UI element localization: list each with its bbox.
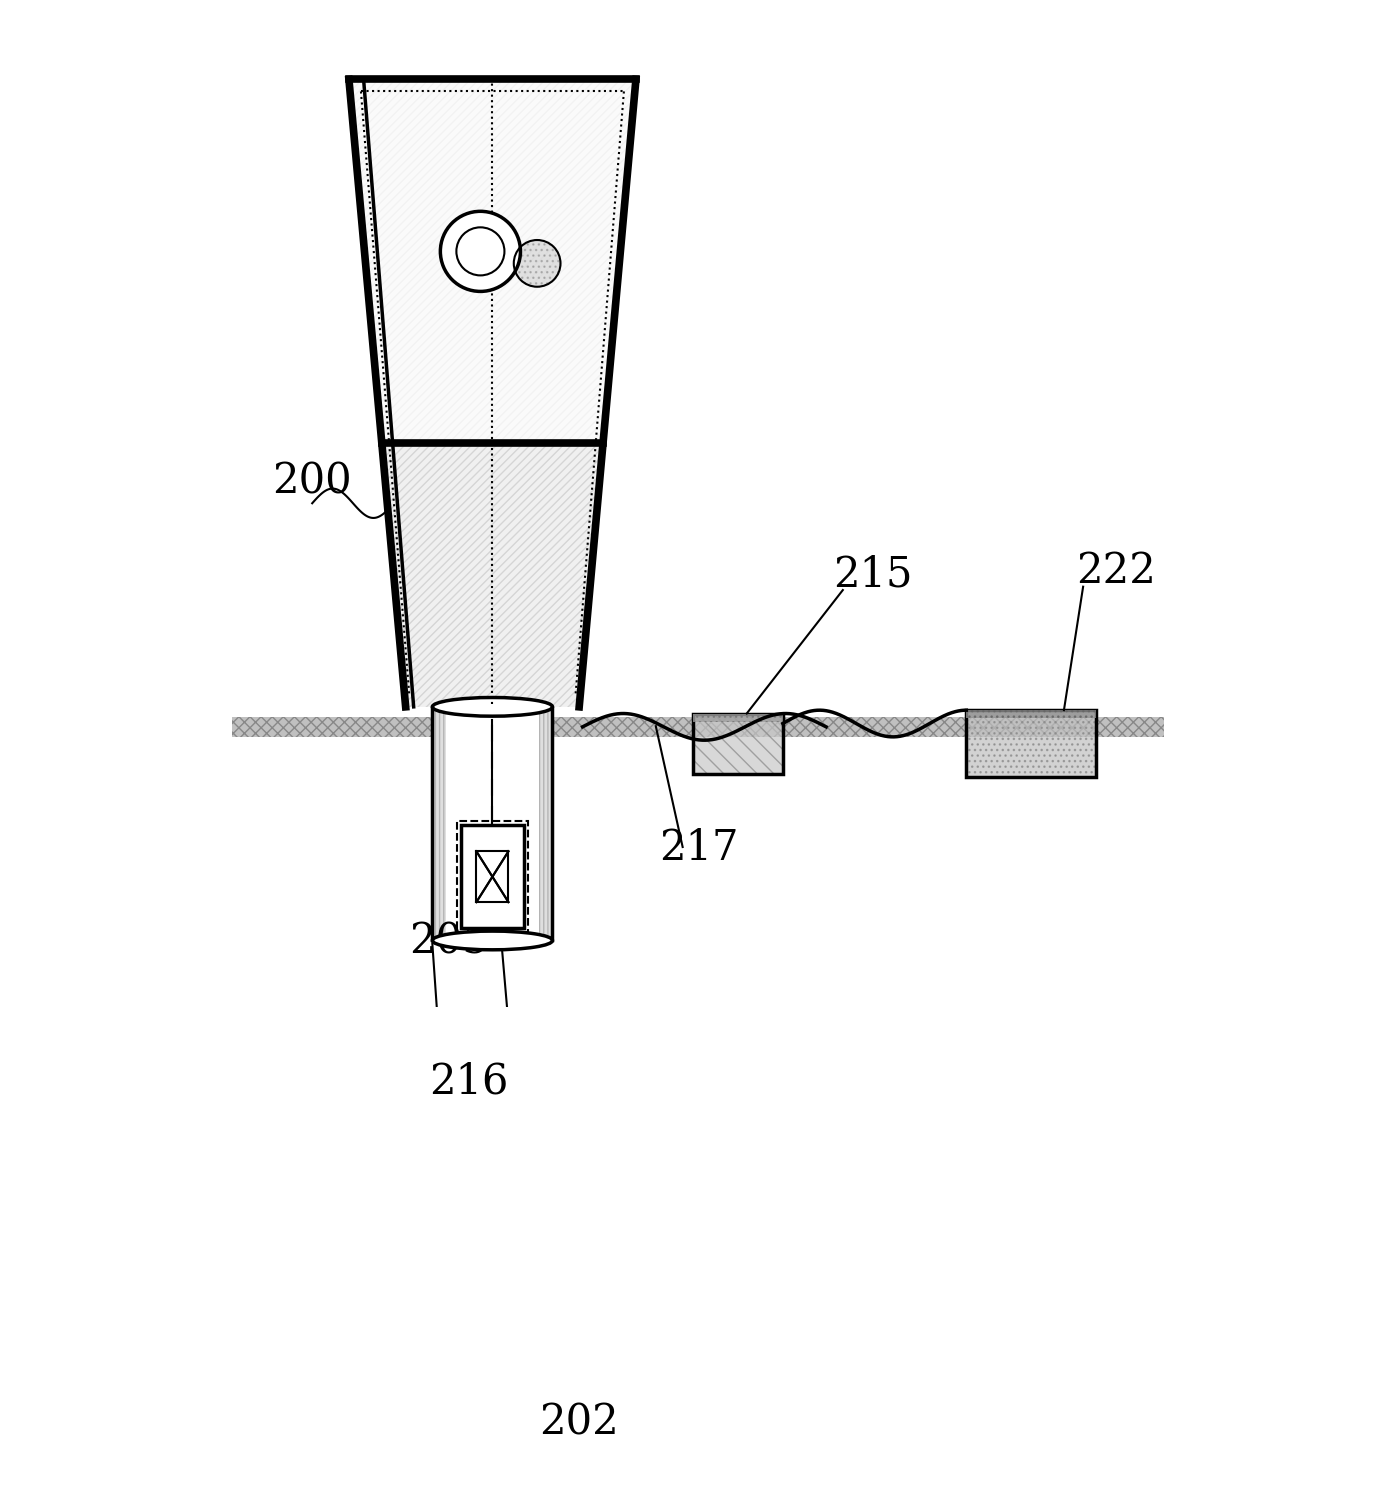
Text: 200: 200 bbox=[272, 460, 352, 502]
Polygon shape bbox=[349, 80, 637, 444]
Bar bbox=[966, 711, 1096, 718]
Circle shape bbox=[440, 211, 521, 291]
Bar bbox=[433, 706, 445, 940]
Polygon shape bbox=[349, 80, 637, 706]
Bar bbox=[692, 714, 783, 721]
Bar bbox=[692, 714, 783, 774]
Bar bbox=[433, 706, 553, 940]
Text: 216: 216 bbox=[429, 1061, 508, 1103]
Bar bbox=[539, 706, 553, 940]
Bar bbox=[456, 821, 528, 933]
Ellipse shape bbox=[433, 697, 553, 717]
Circle shape bbox=[456, 228, 504, 276]
Text: 222: 222 bbox=[1076, 551, 1156, 593]
Ellipse shape bbox=[433, 931, 553, 949]
Circle shape bbox=[440, 211, 521, 291]
Circle shape bbox=[514, 240, 561, 287]
Bar bbox=[966, 711, 1096, 777]
Bar bbox=[966, 711, 1096, 777]
Text: 215: 215 bbox=[833, 554, 913, 596]
Text: 217: 217 bbox=[659, 827, 738, 869]
Text: 202: 202 bbox=[539, 1402, 618, 1444]
Text: 205: 205 bbox=[409, 920, 489, 963]
Bar bbox=[692, 714, 783, 774]
Bar bbox=[461, 825, 524, 928]
Bar bbox=[232, 717, 1164, 736]
Polygon shape bbox=[383, 444, 603, 706]
